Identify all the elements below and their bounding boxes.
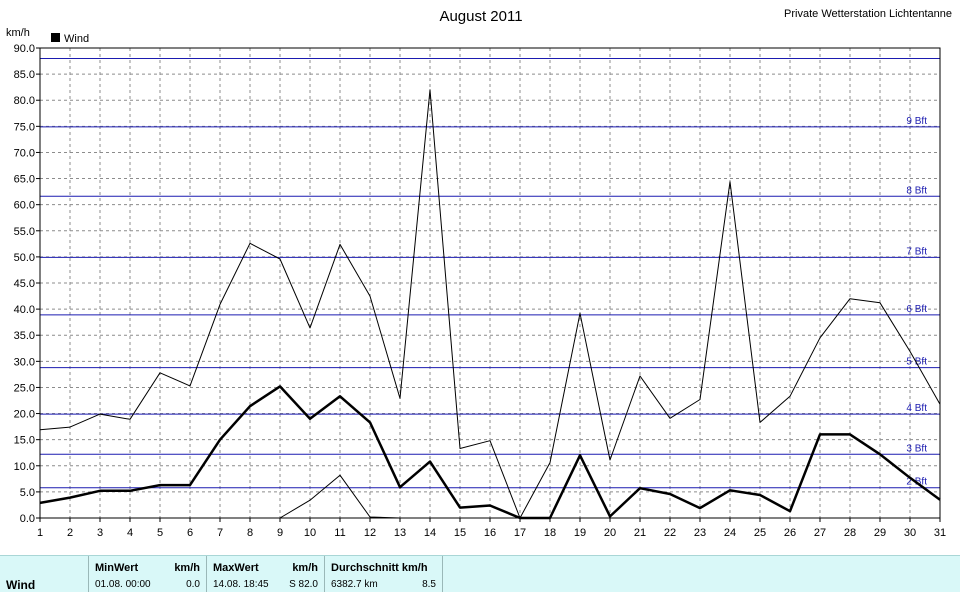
x-tick-label: 23: [694, 527, 706, 539]
y-axis-unit: km/h: [6, 27, 30, 39]
beaufort-label: 5 Bft: [906, 357, 927, 368]
beaufort-label: 7 Bft: [906, 246, 927, 257]
x-tick-label: 22: [664, 527, 676, 539]
y-tick-label: 40.0: [14, 304, 35, 316]
min-date: 01.08. 00:00: [95, 579, 151, 590]
legend-label: Wind: [64, 33, 89, 45]
y-tick-label: 55.0: [14, 226, 35, 238]
x-tick-label: 4: [127, 527, 133, 539]
x-tick-label: 8: [247, 527, 253, 539]
x-tick-label: 16: [484, 527, 496, 539]
y-tick-label: 20.0: [14, 409, 35, 421]
y-tick-label: 25.0: [14, 382, 35, 394]
x-tick-label: 30: [904, 527, 916, 539]
x-tick-label: 1: [37, 527, 43, 539]
avg-value: 8.5: [422, 579, 436, 590]
x-tick-label: 11: [334, 527, 345, 539]
avg-distance: 6382.7 km: [331, 579, 378, 590]
stats-row-label: Wind: [6, 578, 36, 592]
x-tick-label: 27: [814, 527, 826, 539]
x-tick-label: 26: [784, 527, 796, 539]
min-cell: MinWert km/h 01.08. 00:00 0.0: [88, 556, 206, 592]
station-name: Private Wetterstation Lichtentanne: [784, 8, 952, 20]
beaufort-label: 3 Bft: [906, 443, 927, 454]
y-tick-label: 35.0: [14, 330, 35, 342]
min-header: MinWert: [95, 562, 139, 574]
y-tick-label: 30.0: [14, 356, 35, 368]
y-tick-label: 85.0: [14, 69, 35, 81]
x-tick-label: 9: [277, 527, 283, 539]
x-tick-label: 14: [424, 527, 436, 539]
x-tick-label: 28: [844, 527, 856, 539]
x-tick-label: 21: [634, 527, 646, 539]
beaufort-label: 9 Bft: [906, 116, 927, 127]
y-tick-label: 10.0: [14, 461, 35, 473]
x-tick-label: 10: [304, 527, 316, 539]
x-tick-label: 2: [67, 527, 73, 539]
beaufort-label: 4 Bft: [906, 403, 927, 414]
max-cell: MaxWert km/h 14.08. 18:45 S 82.0: [206, 556, 324, 592]
chart-title: August 2011: [439, 8, 522, 25]
x-tick-label: 5: [157, 527, 163, 539]
max-header: MaxWert: [213, 562, 259, 574]
y-tick-label: 5.0: [20, 487, 35, 499]
x-tick-label: 31: [934, 527, 946, 539]
avg-cell: Durchschnitt km/h 6382.7 km 8.5: [324, 556, 443, 592]
series-line-thin-max: [39, 89, 941, 519]
y-ticks: 0.0 5.0 10.0 15.0 20.0 25.0 30.0 35.0 40.0 45.0 50…: [14, 43, 40, 525]
y-tick-label: 70.0: [14, 147, 35, 159]
min-value: 0.0: [186, 579, 200, 590]
x-tick-label: 6: [187, 527, 193, 539]
series-line-bold: [39, 385, 941, 520]
x-tick-label: 25: [754, 527, 766, 539]
y-tick-label: 0.0: [20, 513, 35, 525]
x-tick-label: 29: [874, 527, 886, 539]
min-unit: km/h: [174, 562, 200, 574]
max-unit: km/h: [292, 562, 318, 574]
beaufort-label: 6 Bft: [906, 304, 927, 315]
y-tick-label: 45.0: [14, 278, 35, 290]
y-tick-label: 60.0: [14, 200, 35, 212]
y-tick-label: 50.0: [14, 252, 35, 264]
y-tick-label: 90.0: [14, 43, 35, 55]
x-tick-label: 24: [724, 527, 736, 539]
wind-chart: August 2011 Private Wetterstation Lichte…: [6, 8, 952, 539]
series-line-thin-min: [279, 474, 401, 519]
x-ticks: 1 2 3 4 5 6 7 8 9 10 11 12 13 14 15 16 17 18 19 20 21 22 23 24 2…: [37, 518, 946, 539]
avg-header: Durchschnitt km/h: [331, 562, 428, 574]
x-tick-label: 19: [574, 527, 586, 539]
y-tick-label: 75.0: [14, 121, 35, 133]
x-tick-label: 17: [514, 527, 526, 539]
y-tick-label: 15.0: [14, 435, 35, 447]
x-tick-label: 18: [544, 527, 556, 539]
x-tick-label: 13: [394, 527, 406, 539]
x-tick-label: 15: [454, 527, 466, 539]
y-tick-label: 80.0: [14, 95, 35, 107]
max-date: 14.08. 18:45: [213, 579, 269, 590]
x-tick-label: 12: [364, 527, 376, 539]
grid: [40, 48, 940, 518]
x-tick-label: 3: [97, 527, 103, 539]
legend-swatch: [51, 33, 60, 42]
y-tick-label: 65.0: [14, 174, 35, 186]
x-tick-label: 7: [217, 527, 223, 539]
beaufort-label: 8 Bft: [906, 185, 927, 196]
series: [39, 89, 941, 520]
x-tick-label: 20: [604, 527, 616, 539]
max-value: S 82.0: [289, 579, 318, 590]
stats-panel: Wind MinWert km/h 01.08. 00:00 0.0 MaxWe…: [0, 555, 960, 592]
